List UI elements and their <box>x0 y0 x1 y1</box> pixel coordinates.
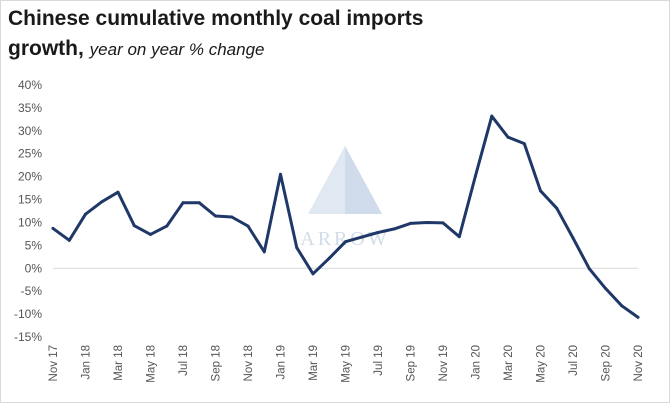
x-tick-label: Nov 18 <box>243 345 255 381</box>
data-point <box>116 190 120 194</box>
title-growth: growth, <box>8 37 84 60</box>
y-axis: 40% 35% 30% 25% 20% 15% 10% 5% 0% -5% -10% -15% <box>14 78 42 344</box>
x-tick-label: Jul 19 <box>373 345 385 376</box>
data-point <box>197 201 201 205</box>
y-tick-label: -15% <box>14 330 42 344</box>
data-point <box>214 214 217 218</box>
data-point <box>230 215 234 219</box>
data-point <box>555 206 559 210</box>
y-tick-label: -5% <box>21 284 43 298</box>
series-points <box>51 114 640 319</box>
x-tick-label: Sep 20 <box>601 345 613 381</box>
data-point <box>392 227 396 231</box>
x-tick-label: Jan 20 <box>471 345 483 380</box>
title-line-2: growth, year on year % change <box>8 34 648 65</box>
y-tick-label: 10% <box>18 215 42 229</box>
x-tick-label: Nov 20 <box>633 345 645 381</box>
data-point <box>571 236 575 240</box>
arrow-watermark: ARROW <box>300 146 389 250</box>
data-point <box>522 142 526 146</box>
chart-subtitle: year on year % change <box>89 40 265 59</box>
data-point <box>425 220 429 224</box>
title-line-1: Chinese cumulative monthly coal imports <box>8 7 424 30</box>
data-point <box>604 286 607 290</box>
data-point <box>149 232 152 236</box>
watermark-sail-shade <box>345 146 382 214</box>
data-point <box>100 200 104 204</box>
data-point <box>181 201 185 205</box>
data-point <box>344 240 347 244</box>
data-point <box>474 174 477 178</box>
x-tick-label: Jul 20 <box>568 345 580 376</box>
x-tick-label: Mar 19 <box>308 345 320 381</box>
x-tick-label: Mar 18 <box>113 345 125 381</box>
x-tick-label: Nov 17 <box>48 345 60 381</box>
x-tick-label: May 19 <box>341 345 353 383</box>
x-axis: Nov 17 Jan 18 Mar 18 May 18 Jul 18 Sep 18 Nov … <box>48 345 645 383</box>
data-point <box>132 224 136 228</box>
data-point <box>490 114 494 118</box>
y-tick-label: 35% <box>18 101 42 115</box>
data-point <box>360 235 364 239</box>
data-point <box>279 172 282 176</box>
data-point <box>636 315 640 319</box>
x-tick-label: Nov 19 <box>438 345 450 381</box>
data-point <box>409 221 412 225</box>
x-tick-label: Mar 20 <box>503 345 515 381</box>
series-line <box>51 114 640 319</box>
y-tick-label: 20% <box>18 170 42 184</box>
y-tick-label: 30% <box>18 124 42 138</box>
y-tick-label: 25% <box>18 147 42 161</box>
data-point <box>51 226 55 230</box>
data-point <box>84 212 87 216</box>
x-tick-label: Jul 18 <box>178 345 190 376</box>
x-tick-label: Sep 19 <box>406 345 418 381</box>
y-tick-label: 0% <box>25 261 43 275</box>
data-point <box>376 231 380 235</box>
x-tick-label: May 18 <box>146 345 158 383</box>
data-point <box>587 267 591 271</box>
x-tick-label: Jan 19 <box>276 345 288 380</box>
data-point <box>295 246 299 250</box>
data-point <box>67 238 71 242</box>
x-tick-label: Jan 18 <box>81 345 93 380</box>
chart-title: Chinese cumulative monthly coal imports … <box>8 4 648 65</box>
data-point <box>620 304 624 308</box>
data-point <box>165 224 169 228</box>
x-tick-label: May 20 <box>536 345 548 383</box>
x-tick-label: Sep 18 <box>211 345 223 381</box>
y-tick-label: 40% <box>18 78 42 92</box>
data-point <box>327 256 331 260</box>
data-point <box>539 189 542 193</box>
data-point <box>457 235 461 239</box>
data-point <box>506 135 510 139</box>
data-point <box>246 224 250 228</box>
data-point <box>262 250 266 254</box>
y-tick-label: -10% <box>14 307 42 321</box>
watermark-text: ARROW <box>300 228 389 250</box>
data-point <box>311 272 315 276</box>
y-tick-label: 15% <box>18 193 42 207</box>
data-point <box>441 221 445 225</box>
y-tick-label: 5% <box>25 238 43 252</box>
